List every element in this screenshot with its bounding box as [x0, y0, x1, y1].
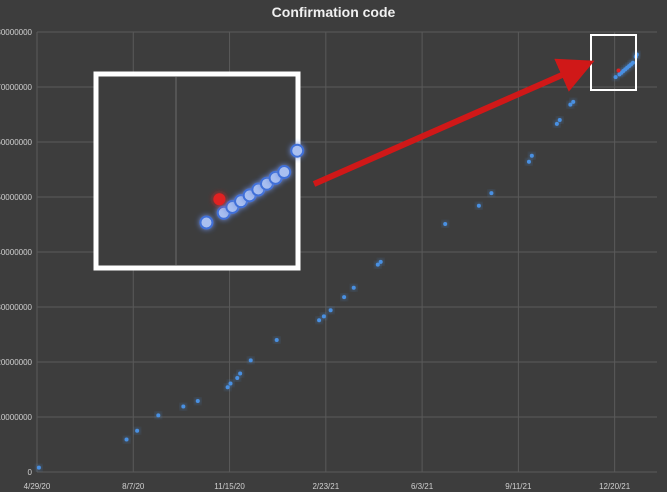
data-point	[378, 259, 383, 264]
data-point	[238, 371, 243, 376]
x-tick-label: 8/7/20	[122, 482, 145, 491]
data-point	[135, 428, 140, 433]
annotation-arrow	[312, 58, 595, 187]
data-point	[181, 404, 186, 409]
data-point	[228, 381, 233, 386]
x-tick-label: 6/3/21	[411, 482, 434, 491]
x-tick-label: 9/11/21	[505, 482, 532, 491]
zoom-inset	[93, 71, 305, 271]
data-point	[571, 99, 576, 104]
data-point	[443, 221, 448, 226]
x-tick-label: 4/29/20	[24, 482, 51, 491]
y-tick-label: 70000000	[0, 83, 33, 92]
highlight-point	[616, 68, 621, 73]
y-tick-label: 10000000	[0, 413, 33, 422]
data-point	[274, 338, 279, 342]
y-tick-label: 30000000	[0, 303, 33, 312]
data-point	[342, 295, 347, 300]
y-tick-label: 80000000	[0, 28, 33, 37]
data-point	[124, 437, 129, 442]
data-point	[554, 121, 559, 126]
y-tick-label: 0	[28, 468, 33, 477]
data-point	[526, 159, 531, 164]
data-point	[351, 285, 356, 290]
y-tick-label: 40000000	[0, 248, 33, 257]
inset-data-point	[277, 165, 292, 180]
data-point	[321, 314, 326, 319]
data-point	[317, 318, 322, 323]
data-point	[225, 385, 230, 390]
inset-data-point	[199, 215, 214, 230]
y-tick-label: 50000000	[0, 193, 33, 202]
x-tick-label: 2/23/21	[312, 482, 339, 491]
highlight-box	[590, 34, 637, 91]
inset-data-point	[290, 143, 305, 158]
data-point	[36, 465, 41, 470]
data-point	[630, 60, 635, 65]
x-tick-label: 12/20/21	[599, 482, 631, 491]
data-point	[235, 375, 240, 380]
data-point	[248, 358, 253, 363]
data-point	[557, 118, 562, 122]
x-tick-label: 11/15/20	[214, 482, 245, 491]
inset-frame	[93, 71, 301, 271]
data-point	[568, 102, 573, 107]
chart-title: Confirmation code	[271, 4, 396, 20]
data-point	[195, 399, 200, 404]
data-point	[613, 75, 618, 80]
inset-highlight-point	[213, 193, 226, 206]
data-point	[489, 191, 494, 196]
data-point	[529, 153, 534, 158]
data-point	[476, 203, 481, 208]
y-tick-label: 60000000	[0, 138, 33, 147]
y-tick-label: 20000000	[0, 358, 33, 367]
data-point	[328, 308, 333, 313]
data-point	[156, 413, 161, 418]
data-point	[375, 262, 380, 267]
